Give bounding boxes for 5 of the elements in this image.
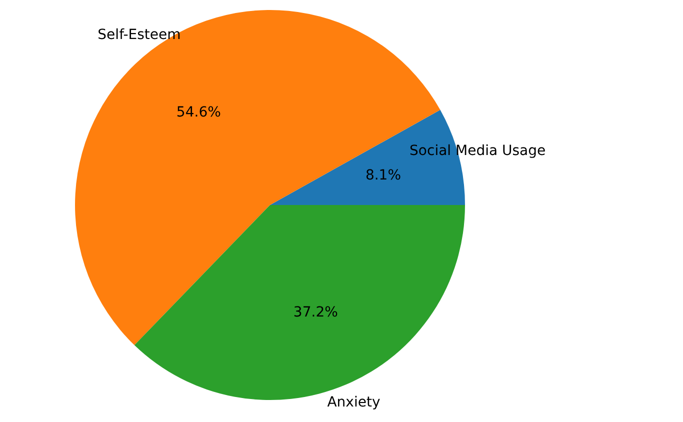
data-label: 54.6% (176, 104, 221, 120)
data-label: 8.1% (365, 168, 402, 184)
slice-label: Social Media Usage (410, 142, 546, 159)
slice-label: Anxiety (327, 394, 380, 410)
data-label: 37.2% (293, 304, 338, 321)
